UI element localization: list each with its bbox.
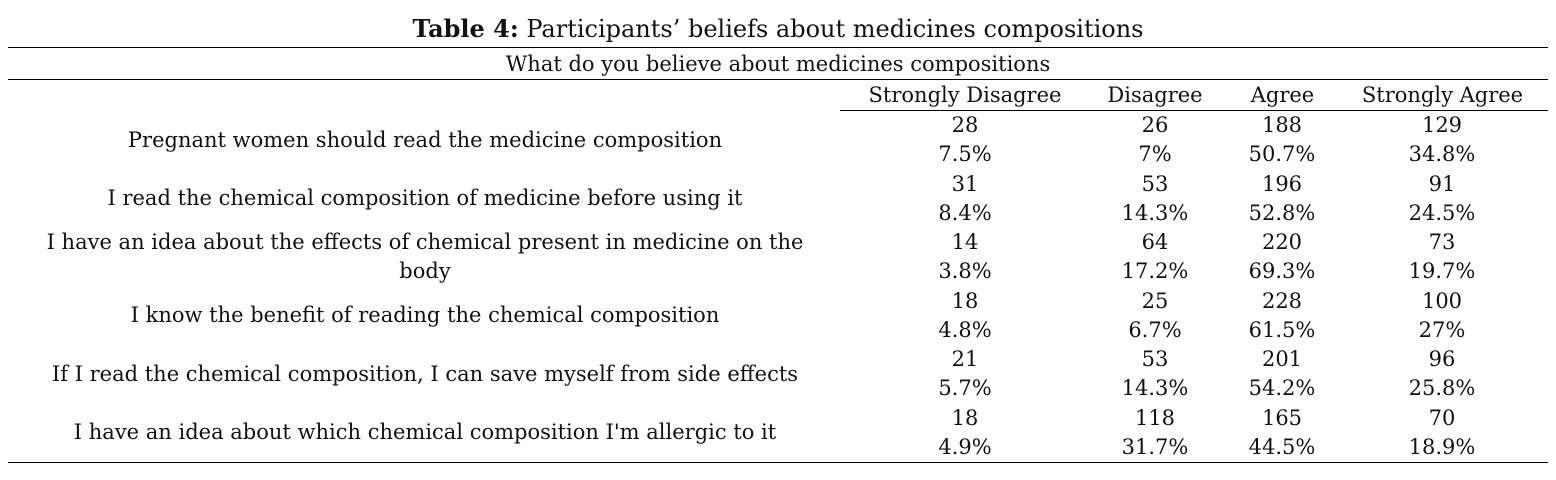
percent-cell: 52.8% (1248, 200, 1316, 225)
top-rule (8, 47, 1548, 48)
row-statement-text: I know the benefit of reading the chemic… (130, 303, 720, 328)
count-cell: 228 (1261, 288, 1303, 313)
row-statement-text: I have an idea about which chemical comp… (73, 420, 777, 445)
percent-cell: 7.5% (938, 142, 992, 166)
percent-cell: 5.7% (938, 376, 992, 400)
percent-cell: 31.7% (1121, 434, 1189, 459)
percent-cell: 8.4% (938, 200, 992, 225)
percent-cell: 34.8% (1408, 142, 1476, 166)
count-cell: 26 (1141, 113, 1169, 137)
count-cell: 25 (1141, 288, 1169, 313)
row-statement: If I read the chemical composition, I ca… (10, 345, 840, 404)
count-cell: 73 (1428, 230, 1456, 254)
question-heading: What do you believe about medicines comp… (505, 52, 1051, 76)
count-cell: 118 (1134, 405, 1176, 430)
table-title: Table 4: Participants’ beliefs about med… (0, 14, 1556, 44)
percent-cell: 4.9% (938, 434, 992, 459)
table-caption: Participants’ beliefs about medicines co… (526, 15, 1144, 43)
row-statement: I know the benefit of reading the chemic… (10, 287, 840, 346)
percent-cell: 50.7% (1248, 142, 1316, 166)
percent-cell: 7% (1138, 142, 1172, 166)
row-statement-text: I have an idea about the effects of chem… (46, 230, 804, 284)
count-cell: 18 (951, 405, 979, 430)
percent-cell: 14.3% (1121, 376, 1189, 400)
percent-cell: 4.8% (938, 317, 992, 342)
row-statement-text: Pregnant women should read the medicine … (127, 127, 723, 152)
percent-cell: 54.2% (1248, 376, 1316, 400)
percent-cell: 6.7% (1128, 317, 1182, 342)
percent-cell: 14.3% (1121, 200, 1189, 225)
percent-cell: 19.7% (1408, 259, 1476, 283)
header-rule (840, 110, 1548, 111)
count-cell: 18 (951, 288, 979, 313)
column-header-disagree: Disagree (1107, 83, 1203, 107)
table-label: Table 4: (412, 14, 519, 43)
row-statement-text: I read the chemical composition of medic… (107, 186, 743, 211)
count-cell: 96 (1428, 347, 1456, 371)
count-cell: 188 (1261, 113, 1303, 137)
column-header-agree: Agree (1250, 83, 1315, 107)
count-cell: 64 (1141, 230, 1169, 254)
count-cell: 165 (1261, 405, 1303, 430)
row-statement: I have an idea about which chemical comp… (10, 404, 840, 463)
percent-cell: 24.5% (1408, 200, 1476, 225)
count-cell: 70 (1428, 405, 1456, 430)
percent-cell: 44.5% (1248, 434, 1316, 459)
percent-cell: 18.9% (1408, 434, 1476, 459)
percent-cell: 27% (1418, 317, 1466, 342)
percent-cell: 17.2% (1121, 259, 1189, 283)
count-cell: 53 (1141, 171, 1169, 196)
bottom-rule (8, 462, 1548, 463)
count-cell: 14 (951, 230, 979, 254)
percent-cell: 3.8% (938, 259, 992, 283)
row-statement-text: If I read the chemical composition, I ca… (51, 361, 799, 386)
count-cell: 28 (951, 113, 979, 137)
count-cell: 21 (951, 347, 979, 371)
percent-cell: 69.3% (1248, 259, 1316, 283)
question-rule (8, 79, 1548, 80)
count-cell: 31 (951, 171, 979, 196)
row-statement: I have an idea about the effects of chem… (10, 228, 840, 287)
row-statement: Pregnant women should read the medicine … (10, 111, 840, 170)
column-header-strongly-disagree: Strongly Disagree (868, 83, 1062, 107)
count-cell: 196 (1261, 171, 1303, 196)
count-cell: 53 (1141, 347, 1169, 371)
percent-cell: 61.5% (1248, 317, 1316, 342)
row-statement: I read the chemical composition of medic… (10, 170, 840, 229)
count-cell: 100 (1421, 288, 1463, 313)
count-cell: 220 (1261, 230, 1303, 254)
column-header-strongly-agree: Strongly Agree (1361, 83, 1524, 107)
count-cell: 91 (1428, 171, 1456, 196)
count-cell: 129 (1421, 113, 1463, 137)
count-cell: 201 (1261, 347, 1303, 371)
percent-cell: 25.8% (1408, 376, 1476, 400)
